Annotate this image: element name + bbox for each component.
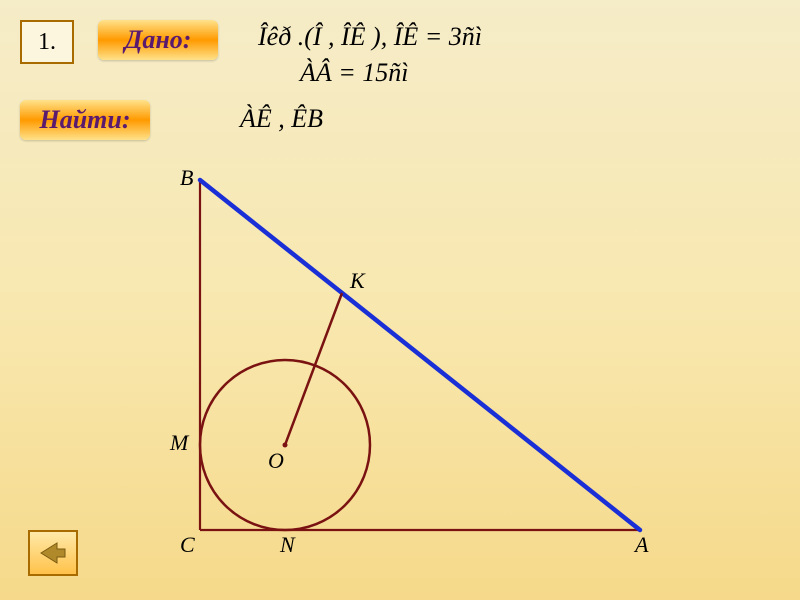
find-expression: ÀÊ , ÊВ	[240, 104, 323, 134]
center-O-dot	[283, 443, 288, 448]
label-C: С	[180, 532, 195, 557]
problem-number-badge: 1.	[20, 20, 74, 64]
label-N: N	[279, 532, 296, 557]
find-label-pill: Найти:	[20, 100, 150, 140]
given-label-pill: Дано:	[98, 20, 218, 60]
given-expression-2: ÀÂ = 15ñì	[300, 58, 409, 88]
back-button[interactable]	[28, 530, 78, 576]
label-O: О	[268, 448, 284, 473]
geometry-diagram: В С А К М N О	[130, 170, 670, 570]
given-label: Дано:	[125, 25, 192, 55]
label-A: А	[633, 532, 649, 557]
find-label: Найти:	[39, 105, 130, 135]
label-K: К	[349, 268, 366, 293]
label-B: В	[180, 170, 193, 190]
radius-OK	[285, 293, 342, 445]
label-M: М	[169, 430, 190, 455]
arrow-left-icon	[39, 541, 67, 565]
problem-number: 1.	[38, 29, 56, 56]
hypotenuse-AB	[200, 180, 640, 530]
given-expression-1: Îêð .(Î , ÎÊ ), ÎÊ = 3ñì	[258, 22, 482, 52]
